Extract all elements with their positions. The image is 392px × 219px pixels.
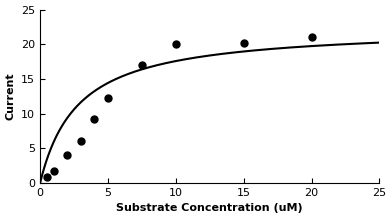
- X-axis label: Substrate Concentration (uM): Substrate Concentration (uM): [116, 203, 303, 214]
- Y-axis label: Current: Current: [5, 72, 16, 120]
